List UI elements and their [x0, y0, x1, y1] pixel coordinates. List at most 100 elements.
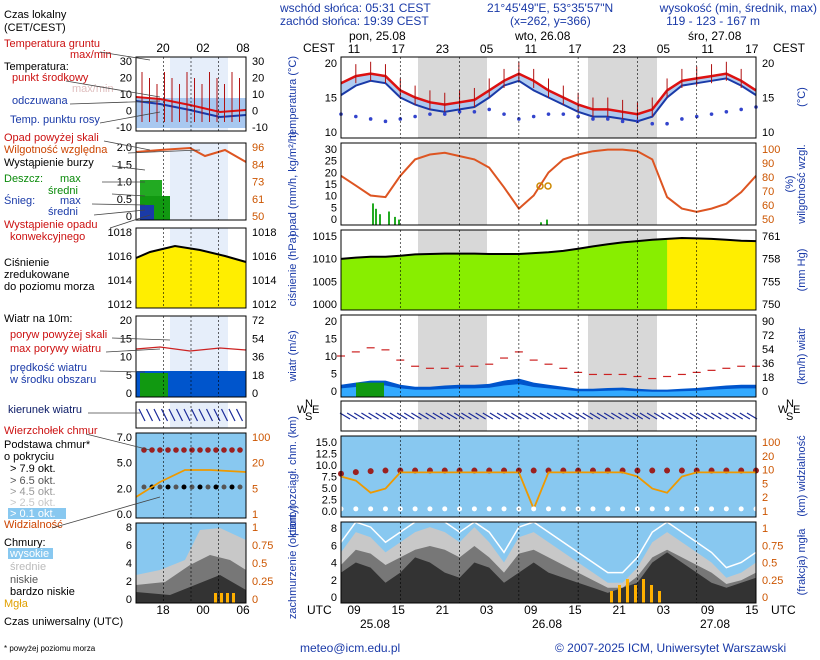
mini-top-hour: 02: [196, 41, 210, 55]
mini-tick: 1012: [252, 299, 276, 311]
axis-tick-R: 72: [762, 330, 774, 342]
legend-leader-line: [91, 203, 146, 206]
wind-dir-arrow: [639, 412, 651, 420]
mini-bottom-hour: 06: [236, 603, 250, 617]
cloud-top-dot: [367, 468, 374, 475]
grid-text: (x=262, y=366): [510, 14, 591, 28]
panel-press: 1015 1010 1005 1000 761 758 755 750: [313, 229, 780, 311]
mini-cloud-sky: [136, 433, 246, 518]
axis-tick-L: 1010: [313, 254, 337, 266]
cloud-axis-label: pion. rozciągł. chm. (km): [287, 416, 299, 536]
mini-tick: 73: [252, 177, 264, 189]
cloud-base-dot: [723, 506, 729, 512]
wind-dir-arrow: [446, 412, 458, 420]
mini-tick: 0.75: [252, 540, 273, 552]
axis-tick-L: 15: [325, 179, 337, 191]
top-axis-label-right: CEST: [773, 41, 806, 55]
legend-snow-max: max: [60, 195, 81, 207]
legend-leader-line: [65, 80, 161, 98]
mini-cloud-top: [237, 447, 243, 453]
cloud-base-dot: [679, 506, 685, 512]
visibility-line: [340, 471, 756, 512]
bottom-axis-label-right: UTC: [771, 603, 796, 617]
cloud-top-dot: [678, 467, 685, 474]
legend-cloud-top: Wierzchołek chmur: [4, 425, 98, 437]
axis-tick-L: 1015: [313, 231, 337, 243]
legend-leader-line: [99, 51, 151, 61]
axis-tick-R: 2: [762, 492, 768, 504]
top-hour-label: 05: [657, 42, 671, 56]
legend-leader-line: [85, 433, 151, 451]
mini-tick: 5: [252, 483, 258, 495]
fog-bar: [618, 585, 621, 603]
dew-point-dot: [368, 117, 373, 121]
mini-wind-dir: [228, 408, 236, 422]
top-day-2: wto, 26.08: [514, 29, 571, 43]
dew-point-dot: [383, 119, 388, 124]
cloud-base-dot: [471, 506, 477, 512]
bottom-axis-label: UTC: [307, 603, 332, 617]
mini-tick: 84: [252, 159, 264, 171]
pressure-area-green: [341, 238, 756, 310]
footer-email[interactable]: meteo@icm.edu.pl: [300, 641, 400, 655]
mini-snow: [140, 205, 154, 220]
mini-tick: 30: [120, 56, 132, 68]
wind-dir-arrow: [718, 412, 729, 420]
bottom-hour-label: 15: [568, 603, 582, 617]
dew-point-dot: [694, 114, 699, 119]
axis-tick-L: 12.5: [316, 449, 337, 461]
wind-dir-arrow: [689, 412, 701, 420]
elevation-values: 119 - 123 - 167 m: [666, 14, 760, 28]
panel-dir: [339, 400, 758, 432]
humid-unit-label: (%): [784, 175, 796, 192]
panel-border: [340, 142, 757, 226]
legend-okt45: > 4.5 okt.: [10, 486, 56, 498]
compass-n: N: [305, 398, 313, 410]
legend-storm: Wystąpienie burzy: [4, 157, 94, 169]
axis-tick-L: 0: [331, 214, 337, 226]
mini-tick: 0: [252, 594, 258, 606]
mini-gust-line: [135, 346, 247, 352]
mini-border: [135, 142, 247, 221]
legend-leader-line: [111, 337, 171, 341]
legend-conv-precip: Wystąpienie opadu: [4, 219, 97, 231]
legend-clouds: Chmury:: [4, 537, 46, 549]
wind-dir-arrow: [625, 412, 636, 420]
cloud-base-dot: [486, 506, 492, 512]
footer-copyright: © 2007-2025 ICM, Uniwersytet Warszawski: [555, 641, 786, 655]
fog-bar: [634, 585, 637, 603]
legend-max-min: max/min: [70, 49, 112, 61]
axis-tick-L: 15: [325, 93, 337, 105]
coords-text: 21°45'49"E, 53°35'57"N: [487, 1, 613, 15]
legend-leader-line: [99, 370, 146, 373]
cloud-base-dot: [427, 506, 433, 512]
mini-cloud-top: [213, 447, 219, 453]
axis-tick-R: 36: [762, 358, 774, 370]
mini-wind-dir: [205, 408, 214, 422]
legend-mid: średnie: [10, 561, 46, 573]
mini-tick: 4: [126, 558, 132, 570]
wind-dir-arrow: [653, 412, 665, 420]
legend-wind-title: Wiatr na 10m:: [4, 313, 72, 325]
axis-tick-L: 20: [325, 58, 337, 70]
panel-border: [340, 229, 757, 311]
precip-axis-label: opad (mm/h, kg/m²/h): [287, 131, 299, 236]
bottom-hour-label: 03: [657, 603, 671, 617]
wind-dir-arrow: [682, 412, 694, 420]
wind-dir-arrow: [525, 412, 536, 420]
mini-wind-dir: [138, 408, 146, 422]
mini-tick: 20: [252, 73, 264, 85]
mini-border: [135, 315, 247, 398]
mini-cloud-base: [197, 484, 203, 490]
legend-snow-mean: średni: [48, 206, 78, 218]
cloud-base-dot: [501, 506, 507, 512]
fog-bar: [626, 579, 629, 603]
mini-tick: 10: [120, 352, 132, 364]
mini-perceived-line: [135, 100, 247, 119]
wind-dir-arrow: [675, 412, 686, 420]
mini-top-hour: 20: [156, 41, 170, 55]
dew-point-dot: [442, 112, 447, 116]
